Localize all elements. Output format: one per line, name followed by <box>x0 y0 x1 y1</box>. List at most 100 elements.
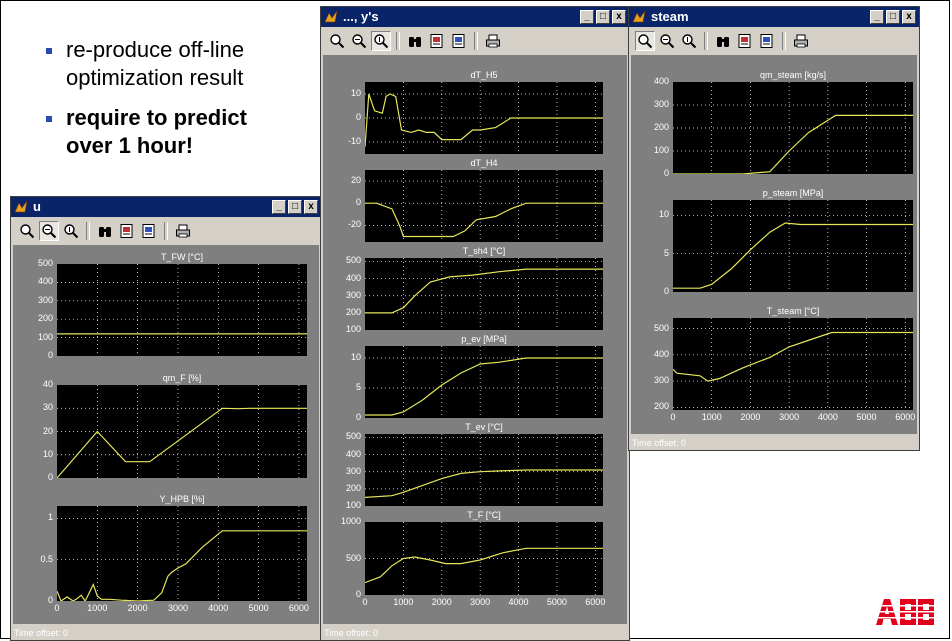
zoom-x-button[interactable] <box>657 31 677 51</box>
titlebar[interactable]: ..., y's _ □ x <box>321 7 629 27</box>
zoom-x-button[interactable] <box>349 31 369 51</box>
y-tick-label: 0 <box>355 412 361 422</box>
scope-window-steam[interactable]: steam _ □ x Time offset: 0 qm_steam [kg/… <box>628 6 920 451</box>
axes-background <box>673 200 913 292</box>
toolbar-separator <box>782 32 786 50</box>
y-tick-label: 500 <box>653 322 669 333</box>
zoom-y-button[interactable] <box>371 31 391 51</box>
zoom-y-icon <box>682 34 697 49</box>
plot-title: Y_HPB [%] <box>159 494 205 504</box>
save-axes-button[interactable] <box>117 221 137 241</box>
y-tick-label: 500 <box>345 431 361 442</box>
autoscale-binoculars-icon <box>99 227 111 237</box>
zoom-x-button[interactable] <box>39 221 59 241</box>
zoom-in-icon <box>20 224 35 239</box>
print-button[interactable] <box>173 221 193 241</box>
scope-window-u[interactable]: u _ □ x Time offset: 0 T_FW [°C] 500 400 30… <box>10 196 322 641</box>
plot-title: T_F [°C] <box>467 510 501 520</box>
scope-window-ys[interactable]: ..., y's _ □ x Time offset: 0 dT_H5 10 0 -1… <box>320 6 630 641</box>
plot-title: T_FW [°C] <box>160 252 204 262</box>
minimize-button[interactable]: _ <box>870 10 884 24</box>
bullet-marker <box>46 116 52 122</box>
bullet-text-line: re-produce off-line <box>66 37 245 62</box>
restore-axes-button[interactable] <box>449 31 469 51</box>
x-tick-label: 3000 <box>470 597 491 607</box>
matlab-icon <box>14 200 28 214</box>
print-button[interactable] <box>791 31 811 51</box>
y-tick-label: 0 <box>663 168 669 178</box>
bullet-text-line: over 1 hour! <box>66 133 194 158</box>
matlab-icon <box>324 10 338 24</box>
y-tick-label: 200 <box>37 313 53 324</box>
y-tick-label: 30 <box>42 402 53 413</box>
plot-axes[interactable] <box>365 346 603 418</box>
y-tick-label: 500 <box>345 255 361 266</box>
zoom-in-icon <box>638 34 653 49</box>
autoscale-binoculars-button[interactable] <box>713 31 733 51</box>
plot-axes[interactable] <box>57 385 307 478</box>
x-tick-label: 2000 <box>740 412 761 422</box>
zoom-y-button[interactable] <box>61 221 81 241</box>
plot-title: qm_steam [kg/s] <box>759 70 827 80</box>
x-tick-label: 6000 <box>585 597 606 607</box>
plot-title: p_steam [MPa] <box>762 188 824 198</box>
titlebar[interactable]: steam _ □ x <box>629 7 919 27</box>
x-tick-label: 3000 <box>779 412 800 422</box>
toolbar-separator <box>164 222 168 240</box>
plot-axes[interactable] <box>673 318 913 410</box>
minimize-button[interactable]: _ <box>272 200 286 214</box>
y-tick-label: 200 <box>653 401 669 412</box>
print-button[interactable] <box>483 31 503 51</box>
x-tick-label: 1000 <box>701 412 722 422</box>
y-tick-label: 400 <box>653 348 669 359</box>
maximize-button[interactable]: □ <box>288 200 302 214</box>
x-tick-label: 6000 <box>288 603 309 613</box>
save-axes-icon <box>738 34 751 48</box>
bullet-list: re-produce off-line optimization result … <box>44 36 304 172</box>
save-axes-button[interactable] <box>427 31 447 51</box>
plot-axes[interactable] <box>365 522 603 595</box>
plot-axes[interactable] <box>673 200 913 292</box>
matlab-icon <box>632 10 646 24</box>
y-tick-label: 200 <box>345 482 361 493</box>
plot-axes[interactable] <box>57 506 307 601</box>
plot-axes[interactable] <box>57 264 307 356</box>
plot-axes[interactable] <box>673 82 913 174</box>
restore-axes-icon <box>452 34 465 48</box>
plot-title: dT_H4 <box>470 158 498 168</box>
y-tick-label: 1000 <box>340 516 361 526</box>
titlebar[interactable]: u _ □ x <box>11 197 321 217</box>
y-tick-label: 0 <box>355 112 361 122</box>
plot-title: dT_H5 <box>470 70 498 80</box>
x-tick-label: 4000 <box>208 603 229 613</box>
close-button[interactable]: x <box>612 10 626 24</box>
restore-axes-button[interactable] <box>757 31 777 51</box>
restore-axes-button[interactable] <box>139 221 159 241</box>
x-tick-label: 1000 <box>87 603 108 613</box>
autoscale-binoculars-button[interactable] <box>95 221 115 241</box>
close-button[interactable]: x <box>304 200 318 214</box>
y-tick-label: 10 <box>350 88 361 98</box>
bullet-item: re-produce off-line optimization result <box>44 36 304 92</box>
minimize-button[interactable]: _ <box>580 10 594 24</box>
y-tick-label: 500 <box>37 258 53 268</box>
y-tick-label: 0 <box>355 197 361 208</box>
maximize-button[interactable]: □ <box>596 10 610 24</box>
axes-background <box>57 264 307 356</box>
zoom-in-button[interactable] <box>327 31 347 51</box>
close-button[interactable]: x <box>902 10 916 24</box>
zoom-in-button[interactable] <box>635 31 655 51</box>
x-tick-label: 3000 <box>167 603 188 613</box>
save-axes-button[interactable] <box>735 31 755 51</box>
plot-axes[interactable] <box>365 258 603 330</box>
plot-axes[interactable] <box>365 82 603 154</box>
x-tick-label: 5000 <box>856 412 877 422</box>
zoom-in-button[interactable] <box>17 221 37 241</box>
signal-trace <box>365 547 603 584</box>
zoom-y-button[interactable] <box>679 31 699 51</box>
autoscale-binoculars-button[interactable] <box>405 31 425 51</box>
plot-axes[interactable] <box>365 170 603 242</box>
plot-axes[interactable] <box>365 434 603 506</box>
maximize-button[interactable]: □ <box>886 10 900 24</box>
toolbar <box>13 219 319 243</box>
